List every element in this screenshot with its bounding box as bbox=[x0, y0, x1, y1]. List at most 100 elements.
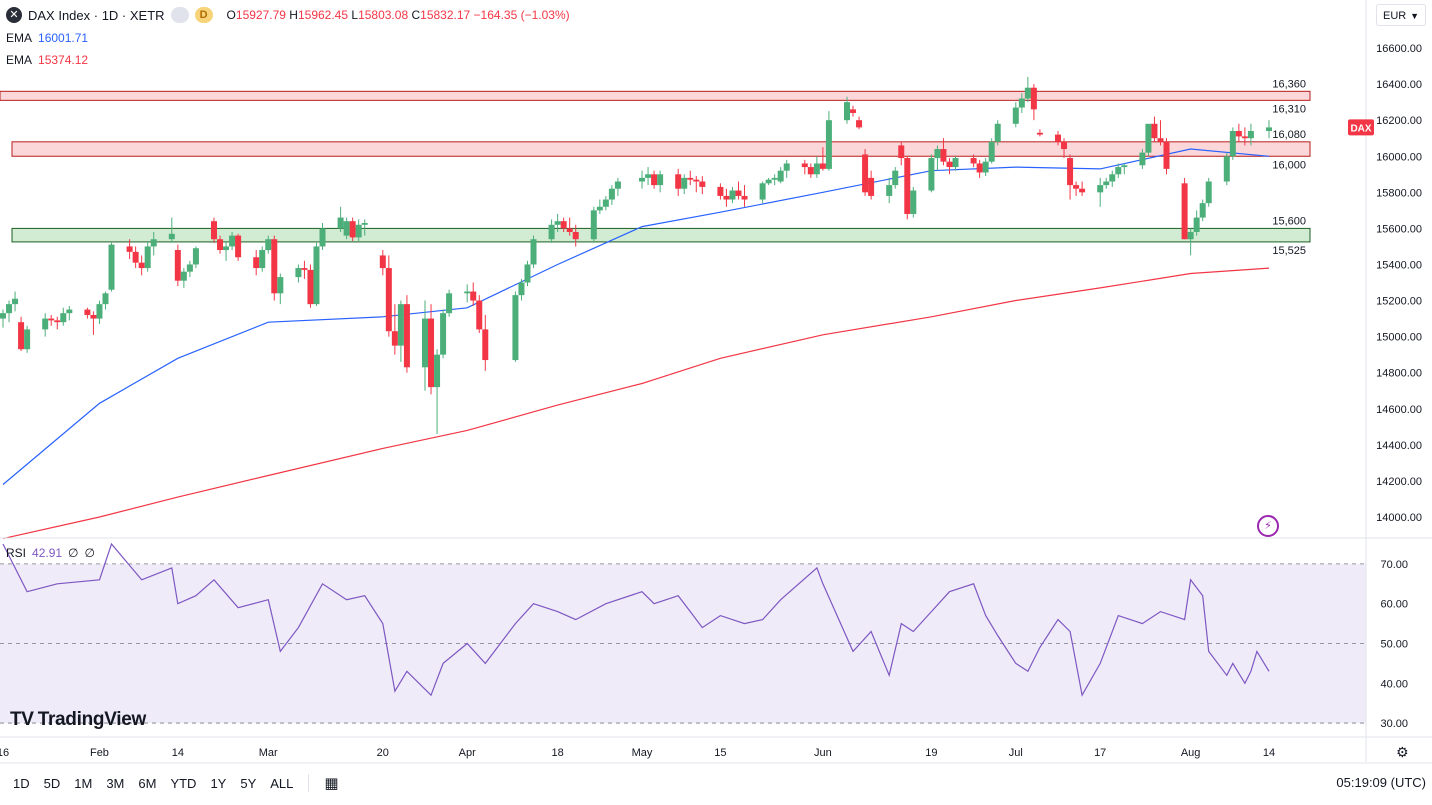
candle-body[interactable] bbox=[1097, 185, 1104, 193]
candle-body[interactable] bbox=[361, 222, 368, 225]
candle-body[interactable] bbox=[428, 318, 435, 388]
candle-body[interactable] bbox=[1012, 107, 1019, 124]
timeframe-6m[interactable]: 6M bbox=[138, 775, 157, 791]
timeframe-all[interactable]: ALL bbox=[270, 775, 294, 791]
candle-body[interactable] bbox=[844, 102, 850, 121]
candle-body[interactable] bbox=[1266, 127, 1272, 131]
candle-body[interactable] bbox=[24, 329, 31, 350]
candle-body[interactable] bbox=[180, 271, 187, 281]
candle-body[interactable] bbox=[910, 190, 917, 214]
candle-body[interactable] bbox=[1055, 134, 1061, 142]
candle-body[interactable] bbox=[277, 277, 284, 294]
candle-body[interactable] bbox=[1205, 181, 1212, 204]
candle-body[interactable] bbox=[422, 318, 428, 368]
candle-body[interactable] bbox=[464, 291, 471, 294]
candle-body[interactable] bbox=[946, 161, 953, 168]
candle-body[interactable] bbox=[723, 195, 730, 200]
candle-body[interactable] bbox=[645, 174, 652, 178]
candle-body[interactable] bbox=[265, 239, 272, 251]
candle-body[interactable] bbox=[819, 163, 826, 169]
candle-body[interactable] bbox=[1109, 174, 1116, 182]
candle-body[interactable] bbox=[886, 185, 893, 196]
timeframe-1m[interactable]: 1M bbox=[74, 775, 93, 791]
candle-body[interactable] bbox=[319, 228, 326, 247]
candle-body[interactable] bbox=[735, 190, 742, 196]
candle-body[interactable] bbox=[940, 149, 947, 162]
candle-body[interactable] bbox=[970, 158, 977, 164]
candle-body[interactable] bbox=[1018, 98, 1025, 108]
candle-body[interactable] bbox=[512, 295, 519, 361]
candle-body[interactable] bbox=[675, 174, 682, 189]
candle-body[interactable] bbox=[476, 300, 483, 330]
lightning-icon[interactable]: ⚡ bbox=[1257, 515, 1279, 537]
candle-body[interactable] bbox=[602, 199, 609, 207]
candle-body[interactable] bbox=[1223, 156, 1230, 182]
delay-badge[interactable]: D bbox=[194, 7, 213, 23]
candle-body[interactable] bbox=[174, 250, 181, 281]
timeframe-3m[interactable]: 3M bbox=[106, 775, 125, 791]
candle-body[interactable] bbox=[693, 179, 700, 182]
candle-body[interactable] bbox=[1139, 152, 1146, 166]
candle-body[interactable] bbox=[90, 314, 97, 319]
candle-body[interactable] bbox=[126, 246, 133, 252]
candle-body[interactable] bbox=[1199, 203, 1206, 218]
candle-body[interactable] bbox=[343, 221, 350, 236]
candle-body[interactable] bbox=[1115, 167, 1122, 175]
candle-body[interactable] bbox=[307, 269, 314, 305]
candle-body[interactable] bbox=[337, 217, 344, 229]
candle-body[interactable] bbox=[54, 320, 61, 323]
candle-body[interactable] bbox=[132, 251, 139, 263]
candle-body[interactable] bbox=[1187, 232, 1194, 240]
candle-body[interactable] bbox=[223, 246, 230, 251]
candle-body[interactable] bbox=[96, 304, 103, 319]
candle-body[interactable] bbox=[379, 255, 386, 269]
candle-body[interactable] bbox=[1024, 87, 1031, 99]
candle-body[interactable] bbox=[470, 291, 477, 301]
candle-body[interactable] bbox=[771, 177, 778, 180]
candle-body[interactable] bbox=[651, 174, 658, 186]
candle-body[interactable] bbox=[801, 163, 808, 168]
candle-body[interactable] bbox=[777, 170, 784, 182]
candle-body[interactable] bbox=[548, 224, 555, 240]
candle-body[interactable] bbox=[397, 304, 404, 346]
utc-clock[interactable]: 05:19:09 (UTC) bbox=[1336, 775, 1426, 790]
candle-body[interactable] bbox=[211, 221, 217, 240]
timeframe-5d[interactable]: 5D bbox=[43, 775, 61, 791]
calendar-range-icon[interactable]: ▦ bbox=[324, 775, 339, 792]
candle-body[interactable] bbox=[138, 262, 145, 269]
candle-body[interactable] bbox=[572, 232, 579, 240]
candle-body[interactable] bbox=[1229, 131, 1236, 157]
candle-body[interactable] bbox=[6, 304, 13, 314]
candle-body[interactable] bbox=[741, 195, 748, 200]
candle-body[interactable] bbox=[1121, 165, 1128, 168]
candle-body[interactable] bbox=[928, 158, 935, 191]
timeframe-1d[interactable]: 1D bbox=[13, 775, 30, 791]
candle-body[interactable] bbox=[518, 282, 525, 296]
candle-body[interactable] bbox=[892, 170, 899, 186]
candle-body[interactable] bbox=[850, 109, 857, 113]
candle-body[interactable] bbox=[1235, 131, 1242, 137]
settings-icon[interactable]: ⚙ bbox=[1396, 744, 1409, 760]
candle-body[interactable] bbox=[1103, 181, 1110, 186]
candle-body[interactable] bbox=[0, 313, 6, 319]
candle-body[interactable] bbox=[807, 167, 814, 175]
candle-body[interactable] bbox=[108, 244, 115, 290]
candle-body[interactable] bbox=[259, 250, 266, 269]
symbol-legend[interactable]: ✕ DAX Index · 1D · XETR D O15927.79 H159… bbox=[6, 7, 570, 23]
candle-body[interactable] bbox=[1073, 185, 1080, 189]
candle-body[interactable] bbox=[681, 177, 688, 189]
candle-body[interactable] bbox=[994, 123, 1001, 142]
candle-body[interactable] bbox=[391, 331, 398, 346]
candle-body[interactable] bbox=[144, 246, 151, 269]
candle-body[interactable] bbox=[1036, 132, 1043, 135]
candle-body[interactable] bbox=[446, 293, 453, 314]
candle-body[interactable] bbox=[84, 309, 91, 315]
candle-body[interactable] bbox=[18, 322, 25, 350]
candle-body[interactable] bbox=[952, 158, 959, 168]
candle-body[interactable] bbox=[904, 158, 911, 214]
candle-body[interactable] bbox=[988, 141, 995, 162]
candle-body[interactable] bbox=[1061, 141, 1068, 150]
candle-body[interactable] bbox=[813, 163, 820, 175]
ema-fast-legend[interactable]: EMA 16001.71 bbox=[6, 31, 88, 45]
candle-body[interactable] bbox=[596, 206, 603, 211]
